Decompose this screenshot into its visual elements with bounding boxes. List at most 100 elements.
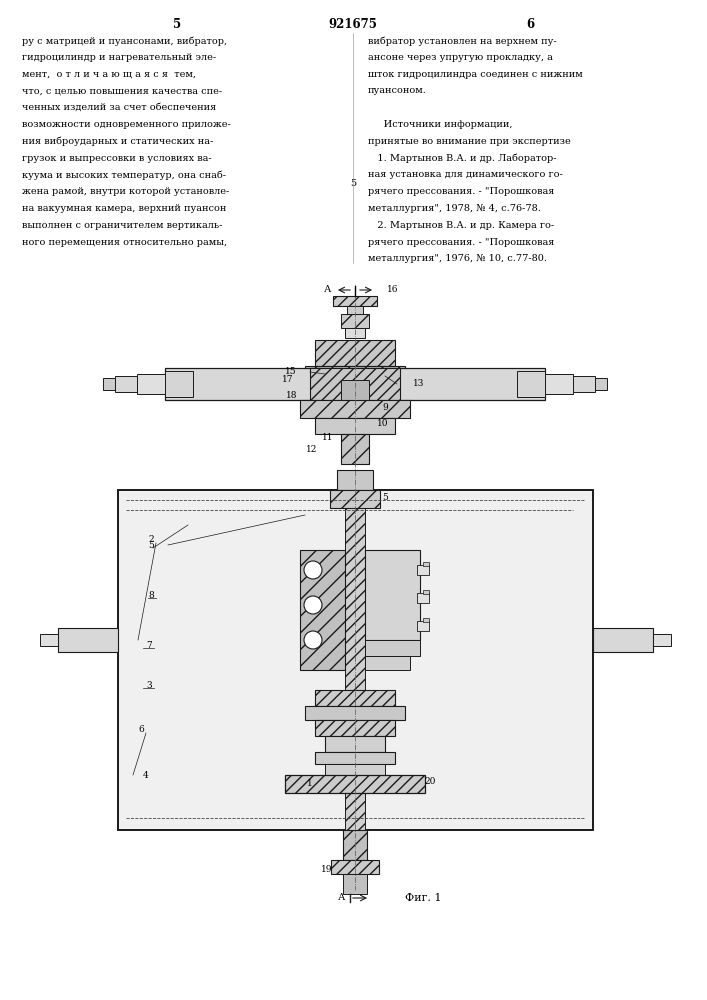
Bar [423, 562, 429, 566]
Bar [545, 374, 573, 394]
Text: ансоне через упругую прокладку, а: ансоне через упругую прокладку, а [368, 53, 553, 62]
Text: 5: 5 [148, 540, 154, 550]
Text: ру с матрицей и пуансонами, вибратор,: ру с матрицей и пуансонами, вибратор, [22, 36, 227, 45]
Bar [58, 628, 118, 652]
Text: 7: 7 [146, 641, 152, 650]
Text: 15: 15 [286, 367, 297, 376]
Text: на вакуумная камера, верхний пуансон: на вакуумная камера, верхний пуансон [22, 204, 226, 213]
Text: жена рамой, внутри которой установле-: жена рамой, внутри которой установле- [22, 187, 229, 196]
Text: 2. Мартынов В.А. и др. Камера го-: 2. Мартынов В.А. и др. Камера го- [368, 221, 554, 230]
Text: 4: 4 [143, 770, 148, 780]
Text: 16: 16 [387, 286, 399, 294]
Bar [330, 490, 380, 508]
Text: 17: 17 [281, 375, 293, 384]
Bar [341, 434, 369, 464]
Text: 18: 18 [286, 391, 297, 400]
Bar [595, 378, 607, 390]
Text: выполнен с ограничителем вертикаль-: выполнен с ограничителем вертикаль- [22, 221, 223, 230]
Text: шток гидроцилиндра соединен с нижним: шток гидроцилиндра соединен с нижним [368, 70, 583, 79]
Bar [333, 296, 377, 306]
Text: Фиг. 1: Фиг. 1 [405, 893, 441, 903]
Text: 10: 10 [377, 420, 389, 428]
Text: 19: 19 [321, 865, 333, 874]
Text: 20: 20 [424, 776, 436, 786]
Text: 1. Мартынов В.А. и др. Лаборатор-: 1. Мартынов В.А. и др. Лаборатор- [368, 154, 556, 163]
Bar [653, 634, 671, 646]
Bar [341, 314, 369, 328]
Text: 921675: 921675 [329, 18, 378, 31]
Text: 2: 2 [148, 536, 153, 544]
Text: грузок и выпрессовки в условиях ва-: грузок и выпрессовки в условиях ва- [22, 154, 211, 163]
Text: А: А [338, 894, 345, 902]
Bar [285, 775, 425, 793]
Bar [315, 340, 395, 366]
Bar [345, 328, 365, 338]
Bar [137, 374, 165, 394]
Bar [341, 380, 369, 400]
Bar [517, 371, 545, 397]
Bar [315, 720, 395, 736]
Text: 6: 6 [526, 18, 534, 31]
Bar [315, 418, 395, 434]
Text: 5: 5 [382, 493, 388, 502]
Text: 1: 1 [307, 778, 313, 788]
Text: ния виброударных и статических на-: ния виброударных и статических на- [22, 137, 214, 146]
Text: ная установка для динамического го-: ная установка для динамического го- [368, 170, 563, 179]
Text: 9: 9 [382, 403, 388, 412]
Text: вибратор установлен на верхнем пу-: вибратор установлен на верхнем пу- [368, 36, 556, 45]
Text: Источники информации,: Источники информации, [368, 120, 513, 129]
Text: куума и высоких температур, она снаб-: куума и высоких температур, она снаб- [22, 170, 226, 180]
Bar [343, 830, 367, 860]
Text: ченных изделий за счет обеспечения: ченных изделий за счет обеспечения [22, 103, 216, 112]
Circle shape [304, 561, 322, 579]
Bar [417, 593, 429, 603]
Bar [337, 470, 373, 490]
Bar [118, 490, 593, 830]
Text: металлургия", 1978, № 4, с.76-78.: металлургия", 1978, № 4, с.76-78. [368, 204, 541, 213]
Bar [365, 656, 410, 670]
Bar [115, 376, 137, 392]
Text: возможности одновременного приложе-: возможности одновременного приложе- [22, 120, 230, 129]
Bar [103, 378, 115, 390]
Text: ного перемещения относительно рамы,: ного перемещения относительно рамы, [22, 238, 227, 247]
Text: принятые во внимание при экспертизе: принятые во внимание при экспертизе [368, 137, 571, 146]
Circle shape [304, 596, 322, 614]
Text: 13: 13 [413, 379, 424, 388]
Text: 8: 8 [148, 590, 153, 599]
Bar [315, 690, 395, 706]
Bar [300, 550, 345, 670]
Bar [40, 634, 58, 646]
Bar [165, 371, 193, 397]
Text: мент,  о т л и ч а ю щ а я с я  тем,: мент, о т л и ч а ю щ а я с я тем, [22, 70, 196, 79]
Text: гидроцилиндр и нагревательный эле-: гидроцилиндр и нагревательный эле- [22, 53, 216, 62]
Bar [315, 752, 395, 764]
Text: 6: 6 [138, 726, 144, 734]
Text: А: А [324, 286, 331, 294]
Bar [417, 565, 429, 575]
Bar [423, 618, 429, 622]
Bar [593, 628, 653, 652]
Circle shape [304, 631, 322, 649]
Text: 5: 5 [173, 18, 181, 31]
Text: 11: 11 [322, 434, 333, 442]
Bar [165, 368, 545, 400]
Bar [365, 640, 420, 656]
Bar [365, 550, 420, 640]
Bar [305, 706, 405, 720]
Bar [417, 621, 429, 631]
Text: пуансоном.: пуансоном. [368, 86, 427, 95]
Text: металлургия", 1976, № 10, с.77-80.: металлургия", 1976, № 10, с.77-80. [368, 254, 547, 263]
Bar [305, 366, 405, 380]
Text: что, с целью повышения качества спе-: что, с целью повышения качества спе- [22, 86, 222, 95]
Text: рячего прессования. - "Порошковая: рячего прессования. - "Порошковая [368, 187, 554, 196]
Bar [343, 874, 367, 894]
Bar [331, 860, 379, 874]
Bar [347, 306, 363, 314]
Bar [423, 590, 429, 594]
Text: 3: 3 [146, 680, 151, 690]
Text: рячего прессования. - "Порошковая: рячего прессования. - "Порошковая [368, 238, 554, 247]
Bar [325, 764, 385, 778]
Bar [310, 368, 400, 400]
Bar [325, 736, 385, 752]
Bar [300, 400, 410, 418]
